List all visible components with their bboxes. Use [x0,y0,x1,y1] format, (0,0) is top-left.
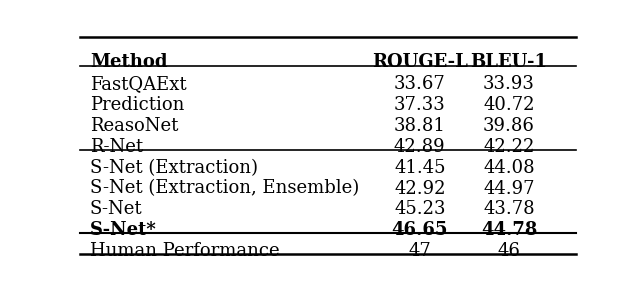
Text: ROUGE-L: ROUGE-L [372,53,468,71]
Text: Human Performance: Human Performance [90,242,280,260]
Text: 42.92: 42.92 [394,180,445,198]
Text: S-Net (Extraction, Ensemble): S-Net (Extraction, Ensemble) [90,180,359,198]
Text: 45.23: 45.23 [394,200,445,218]
Text: ReasoNet: ReasoNet [90,117,179,135]
Text: 47: 47 [408,242,431,260]
Text: 38.81: 38.81 [394,117,445,135]
Text: 46: 46 [498,242,520,260]
Text: 33.67: 33.67 [394,75,445,93]
Text: BLEU-1: BLEU-1 [470,53,548,71]
Text: 33.93: 33.93 [483,75,535,93]
Text: 44.08: 44.08 [483,159,535,177]
Text: 42.89: 42.89 [394,138,445,156]
Text: R-Net: R-Net [90,138,143,156]
Text: S-Net (Extraction): S-Net (Extraction) [90,159,258,177]
Text: Method: Method [90,53,168,71]
Text: 40.72: 40.72 [483,96,535,114]
Text: S-Net: S-Net [90,200,143,218]
Text: 42.22: 42.22 [483,138,535,156]
Text: 44.97: 44.97 [483,180,535,198]
Text: 43.78: 43.78 [483,200,535,218]
Text: 41.45: 41.45 [394,159,445,177]
Text: 46.65: 46.65 [392,221,448,239]
Text: Prediction: Prediction [90,96,184,114]
Text: S-Net*: S-Net* [90,221,157,239]
Text: 39.86: 39.86 [483,117,535,135]
Text: FastQAExt: FastQAExt [90,75,186,93]
Text: 44.78: 44.78 [481,221,537,239]
Text: 37.33: 37.33 [394,96,445,114]
